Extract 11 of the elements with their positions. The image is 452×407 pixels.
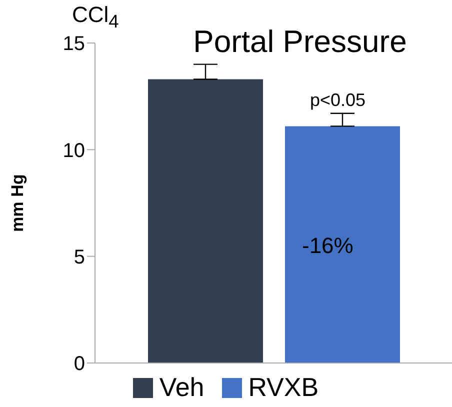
legend-label: RVXB — [248, 372, 319, 403]
text: CCl$_{4}$ — [72, 2, 119, 32]
y-tick-label: 15 — [62, 33, 85, 56]
y-tick-label: 5 — [74, 246, 85, 268]
legend-label: Veh — [159, 372, 204, 403]
y-axis-title: mm Hg — [8, 174, 27, 232]
y-tick-label: 0 — [74, 353, 85, 376]
annotation: p<0.05 — [310, 90, 366, 110]
chart-title: Portal Pressure — [193, 24, 407, 59]
y-tick-label: 10 — [62, 140, 85, 162]
annotation: -16% — [302, 233, 354, 258]
